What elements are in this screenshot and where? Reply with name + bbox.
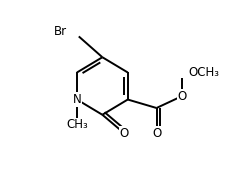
Text: O: O: [119, 127, 128, 140]
Text: O: O: [151, 127, 160, 140]
Text: O: O: [176, 90, 186, 103]
Text: OCH₃: OCH₃: [188, 66, 219, 79]
Text: Br: Br: [54, 25, 67, 38]
Text: N: N: [72, 93, 81, 106]
Text: CH₃: CH₃: [66, 118, 88, 131]
